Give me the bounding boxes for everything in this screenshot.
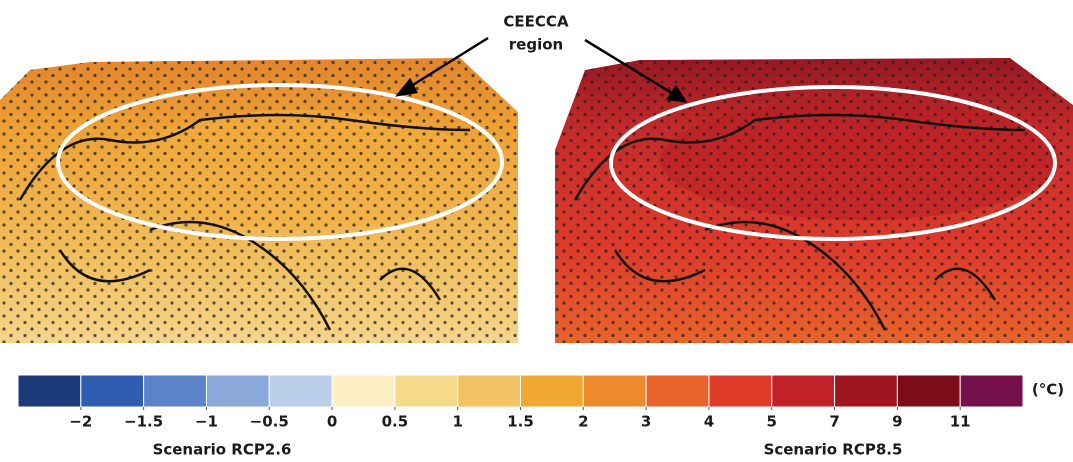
tick-label: 5 bbox=[767, 413, 777, 431]
colorbar-box bbox=[332, 375, 395, 407]
colorbar-box bbox=[144, 375, 207, 407]
colorbar-box bbox=[206, 375, 269, 407]
tick-label: 4 bbox=[704, 413, 714, 431]
tick-label: 2 bbox=[578, 413, 588, 431]
colorbar-box bbox=[709, 375, 772, 407]
tick-label: −1.5 bbox=[124, 413, 163, 431]
colorbar-box bbox=[646, 375, 709, 407]
colorbar-box bbox=[583, 375, 646, 407]
colorbar: −2 −1.5 −1 −0.5 0 0.5 1 1.5 2 3 4 5 7 9 11 bbox=[18, 375, 1023, 431]
tick-label: −1 bbox=[195, 413, 218, 431]
map-label: Scenario RCP8.5 bbox=[764, 441, 903, 459]
tick-label: 1 bbox=[452, 413, 462, 431]
tick-label: 1.5 bbox=[507, 413, 534, 431]
tick-label: 0 bbox=[327, 413, 337, 431]
colorbar-box bbox=[458, 375, 521, 407]
colorbar-box bbox=[521, 375, 584, 407]
tick-label: −0.5 bbox=[250, 413, 289, 431]
tick-label: 3 bbox=[641, 413, 651, 431]
tick-label: 11 bbox=[950, 413, 971, 431]
colorbar-box bbox=[395, 375, 458, 407]
colorbar-box bbox=[960, 375, 1023, 407]
annotation-line: region bbox=[509, 36, 563, 54]
colorbar-box bbox=[772, 375, 835, 407]
colorbar-box bbox=[835, 375, 898, 407]
figure: CEECCA region −2 −1.5 −1 −0.5 0 0.5 1 1.5 2 3 4 5 7 9… bbox=[0, 0, 1073, 462]
tick-label: 9 bbox=[892, 413, 902, 431]
colorbar-box bbox=[18, 375, 81, 407]
colorbar-box bbox=[81, 375, 144, 407]
tick-label: 0.5 bbox=[382, 413, 409, 431]
tick-label: −2 bbox=[69, 413, 92, 431]
annotation-line: CEECCA bbox=[503, 13, 569, 31]
colorbar-box bbox=[269, 375, 332, 407]
colorbar-box bbox=[897, 375, 960, 407]
map-label: Scenario RCP2.6 bbox=[153, 441, 292, 459]
tick-label: 7 bbox=[829, 413, 839, 431]
colorbar-unit: (°C) bbox=[1032, 381, 1064, 399]
